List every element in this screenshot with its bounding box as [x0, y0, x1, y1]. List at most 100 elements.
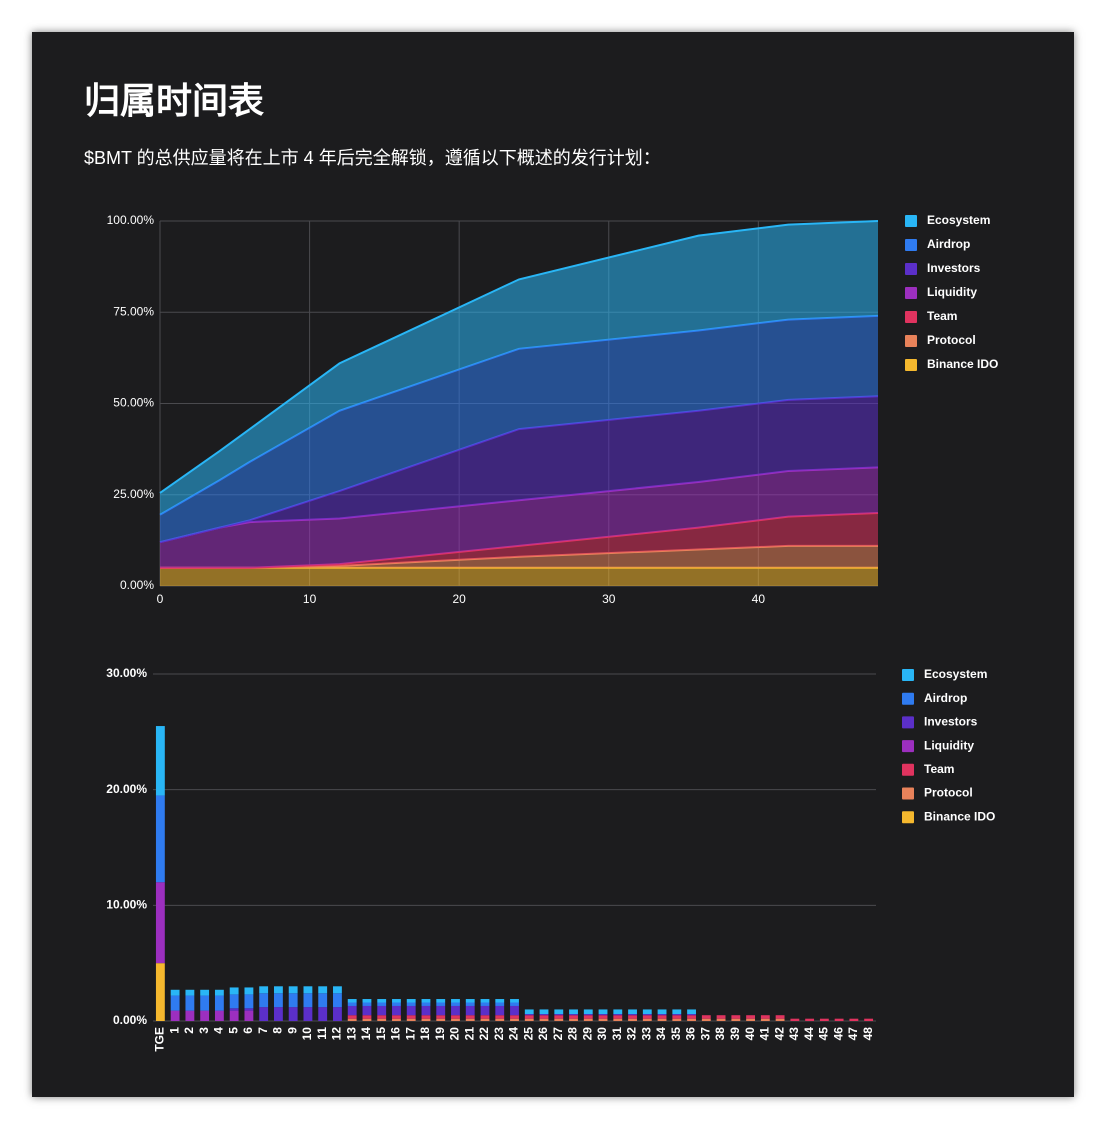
- x-tick-label: 30: [595, 1027, 609, 1041]
- bar-segment: [569, 1009, 578, 1015]
- bar-segment: [495, 1002, 505, 1006]
- legend-swatch: [902, 811, 914, 824]
- x-tick-label: 29: [580, 1027, 594, 1041]
- bar-segment: [406, 1015, 416, 1019]
- bar-segment: [657, 1015, 667, 1019]
- x-tick-label: 24: [507, 1027, 521, 1041]
- bar-segment: [333, 1007, 342, 1021]
- bar-segment: [170, 989, 180, 996]
- x-tick-label: 25: [521, 1027, 535, 1041]
- bar-segment: [185, 989, 195, 996]
- bar-segment: [214, 989, 224, 996]
- x-tick-label: 16: [389, 1027, 403, 1041]
- x-tick-label: 3: [197, 1027, 211, 1034]
- bar-segment: [347, 1015, 357, 1019]
- y-tick-label: 10.00%: [106, 898, 147, 912]
- bar-segment: [672, 1015, 682, 1019]
- x-tick-label: 21: [462, 1027, 476, 1041]
- bar-segment: [834, 1018, 844, 1021]
- x-tick-label: 40: [752, 592, 766, 606]
- bar-segment: [347, 1005, 357, 1016]
- x-tick-label: 10: [303, 592, 317, 606]
- y-tick-label: 50.00%: [113, 396, 154, 410]
- bar-segment: [333, 986, 342, 994]
- legend-label: Investors: [927, 261, 981, 275]
- bar-segment: [436, 1018, 446, 1021]
- bar-segment: [229, 994, 239, 1009]
- x-tick-label: 34: [654, 1027, 668, 1041]
- bar-segment: [377, 1005, 387, 1016]
- legend-swatch: [902, 740, 914, 753]
- bar-segment: [214, 995, 224, 1011]
- bar-segment: [613, 1014, 623, 1016]
- x-tick-label: 12: [330, 1027, 344, 1041]
- bar-segment: [687, 1014, 696, 1016]
- bar-segment: [318, 1007, 328, 1021]
- x-tick-label: 7: [256, 1027, 270, 1034]
- bar-segment: [392, 999, 401, 1003]
- bar-segment: [288, 1007, 298, 1021]
- legend-swatch: [905, 239, 917, 251]
- bar-segment: [421, 1015, 431, 1019]
- bar-segment: [318, 993, 328, 1008]
- bar-segment: [642, 1014, 652, 1016]
- bar-segment: [569, 1015, 578, 1019]
- bar-segment: [377, 1002, 387, 1006]
- bar-segment: [303, 986, 313, 994]
- x-tick-label: 44: [802, 1027, 816, 1041]
- bar-segment: [436, 1002, 446, 1006]
- bar-segment: [760, 1018, 770, 1021]
- x-tick-label: 22: [477, 1027, 491, 1041]
- bar-segment: [524, 1018, 534, 1021]
- x-tick-label: 9: [285, 1027, 299, 1034]
- x-tick-label: 19: [433, 1027, 447, 1041]
- bar-segment: [539, 1009, 549, 1015]
- bar-segment: [406, 1005, 416, 1016]
- bar-segment: [465, 1005, 475, 1016]
- y-tick-label: 30.00%: [106, 666, 147, 680]
- bar-segment: [583, 1015, 593, 1019]
- area: [160, 513, 878, 568]
- bar-segment: [657, 1009, 667, 1015]
- bar-segment: [318, 986, 328, 994]
- legend-swatch: [902, 669, 914, 681]
- bar-segment: [657, 1014, 667, 1016]
- bar-segment: [598, 1018, 608, 1021]
- bar-segment: [687, 1018, 696, 1021]
- y-tick-label: 20.00%: [106, 782, 147, 796]
- bar-segment: [200, 1010, 210, 1021]
- bar-segment: [672, 1018, 682, 1021]
- bar-segment: [510, 1018, 519, 1021]
- bar-segment: [377, 1015, 387, 1019]
- x-tick-label: 30: [602, 592, 616, 606]
- bar-segment: [421, 1005, 431, 1016]
- area-line: [159, 220, 879, 494]
- bar-segment: [746, 1018, 756, 1021]
- legend-label: Ecosystem: [924, 667, 987, 681]
- bar-segment: [672, 1009, 682, 1015]
- legend-swatch: [905, 335, 917, 347]
- x-tick-label: 27: [551, 1027, 565, 1041]
- bar-segment: [510, 1002, 519, 1006]
- bar-segment: [377, 999, 387, 1003]
- bar-segment: [613, 1009, 623, 1015]
- bar-segment: [672, 1014, 682, 1016]
- bar-segment: [392, 1015, 401, 1019]
- bar-segment: [746, 1015, 756, 1019]
- bar-segment: [701, 1018, 711, 1021]
- bar-segment: [436, 1015, 446, 1019]
- bar-segment: [155, 795, 165, 883]
- bar-segment: [510, 999, 519, 1003]
- bar-segment: [451, 1018, 460, 1021]
- x-tick-label: 26: [536, 1027, 550, 1041]
- bar-segment: [451, 1015, 460, 1019]
- bar-segment: [628, 1014, 637, 1016]
- bar-segment: [583, 1018, 593, 1021]
- legend-swatch: [902, 692, 914, 705]
- legend-label: Investors: [924, 715, 978, 729]
- bar-segment: [333, 993, 342, 1008]
- bar-segment: [288, 986, 298, 994]
- bar-segment: [244, 987, 254, 995]
- legend-swatch: [902, 716, 914, 729]
- bar-segment: [716, 1015, 726, 1019]
